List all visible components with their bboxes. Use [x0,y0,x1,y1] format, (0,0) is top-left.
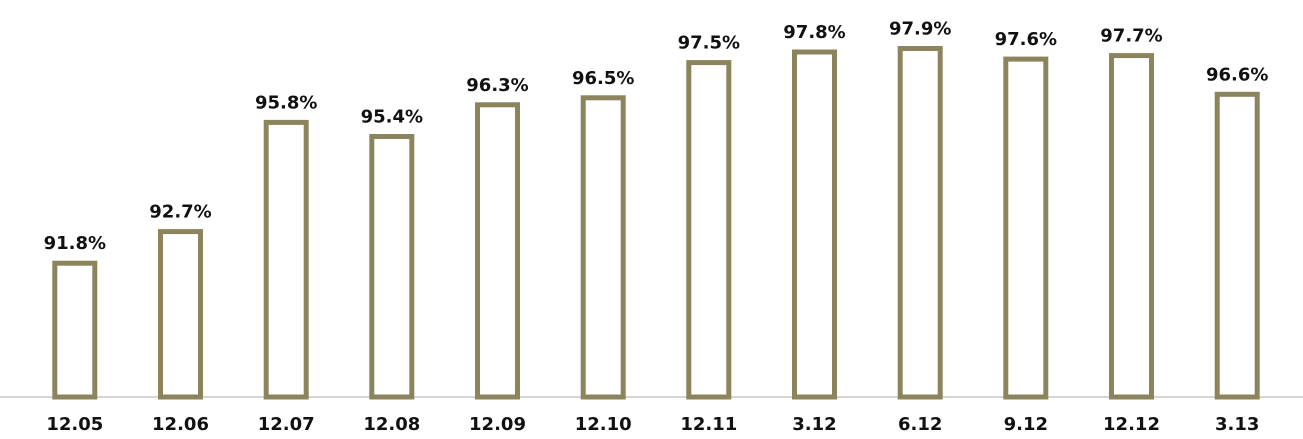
bar-12.11 [686,60,732,400]
bar-12.09 [475,102,520,400]
category-label-12.09: 12.09 [469,414,526,435]
bar-12.05 [52,260,98,400]
value-label-12.11: 97.5% [678,33,740,54]
category-label-3.13: 3.13 [1215,414,1259,435]
category-label-3.12: 3.12 [792,414,836,435]
category-label-12.08: 12.08 [363,414,420,435]
bar-12.08 [369,134,415,400]
bar-12.07 [263,119,309,400]
bar-3.13 [1214,91,1260,400]
value-label-12.09: 96.3% [466,75,528,96]
category-label-12.05: 12.05 [46,414,103,435]
bar-12.12 [1109,53,1154,400]
category-label-12.12: 12.12 [1103,414,1160,435]
bar-12.06 [158,229,203,400]
category-label-12.07: 12.07 [258,414,315,435]
category-label-9.12: 9.12 [1004,414,1048,435]
value-label-12.12: 97.7% [1100,26,1162,47]
category-label-12.10: 12.10 [575,414,632,435]
value-label-3.13: 96.6% [1206,64,1268,85]
value-label-9.12: 97.6% [995,29,1057,50]
bar-6.12 [897,46,943,400]
value-label-12.07: 95.8% [255,92,317,113]
category-label-12.11: 12.11 [680,414,737,435]
value-label-12.08: 95.4% [361,107,423,128]
value-label-12.05: 91.8% [44,233,106,254]
category-label-6.12: 6.12 [898,414,942,435]
bar-3.12 [792,49,837,400]
category-label-12.06: 12.06 [152,414,209,435]
bar-12.10 [580,95,626,400]
value-label-12.10: 96.5% [572,68,634,89]
value-label-12.06: 92.7% [149,202,211,223]
value-label-6.12: 97.9% [889,19,951,40]
value-label-3.12: 97.8% [783,22,845,43]
bar-9.12 [1003,56,1049,400]
